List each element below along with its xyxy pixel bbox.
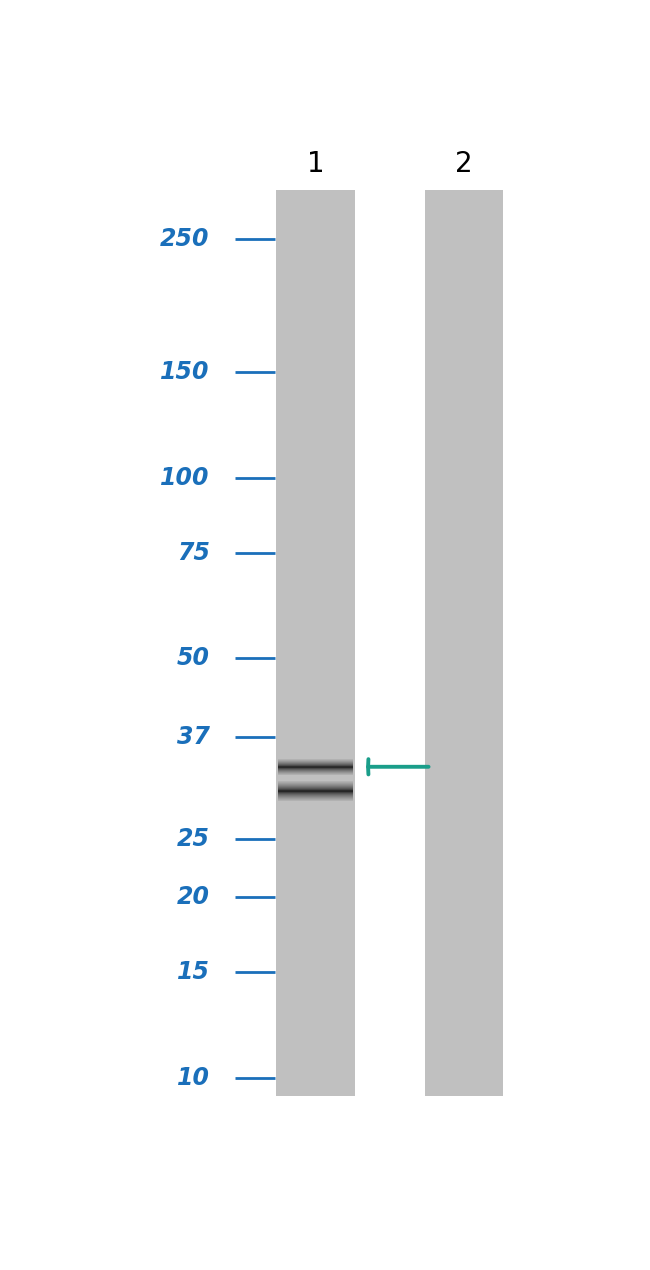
Text: 25: 25	[177, 827, 210, 851]
Bar	[425, 189, 503, 1096]
Text: 15: 15	[177, 960, 210, 984]
Text: 1: 1	[307, 150, 324, 178]
Bar	[276, 189, 354, 1096]
Text: 100: 100	[160, 466, 210, 490]
Text: 150: 150	[160, 359, 210, 384]
Text: 50: 50	[177, 646, 210, 671]
Text: 2: 2	[455, 150, 473, 178]
Text: 20: 20	[177, 885, 210, 909]
Text: 75: 75	[177, 541, 210, 565]
Text: 37: 37	[177, 725, 210, 749]
Text: 10: 10	[177, 1066, 210, 1090]
Text: 250: 250	[160, 227, 210, 250]
